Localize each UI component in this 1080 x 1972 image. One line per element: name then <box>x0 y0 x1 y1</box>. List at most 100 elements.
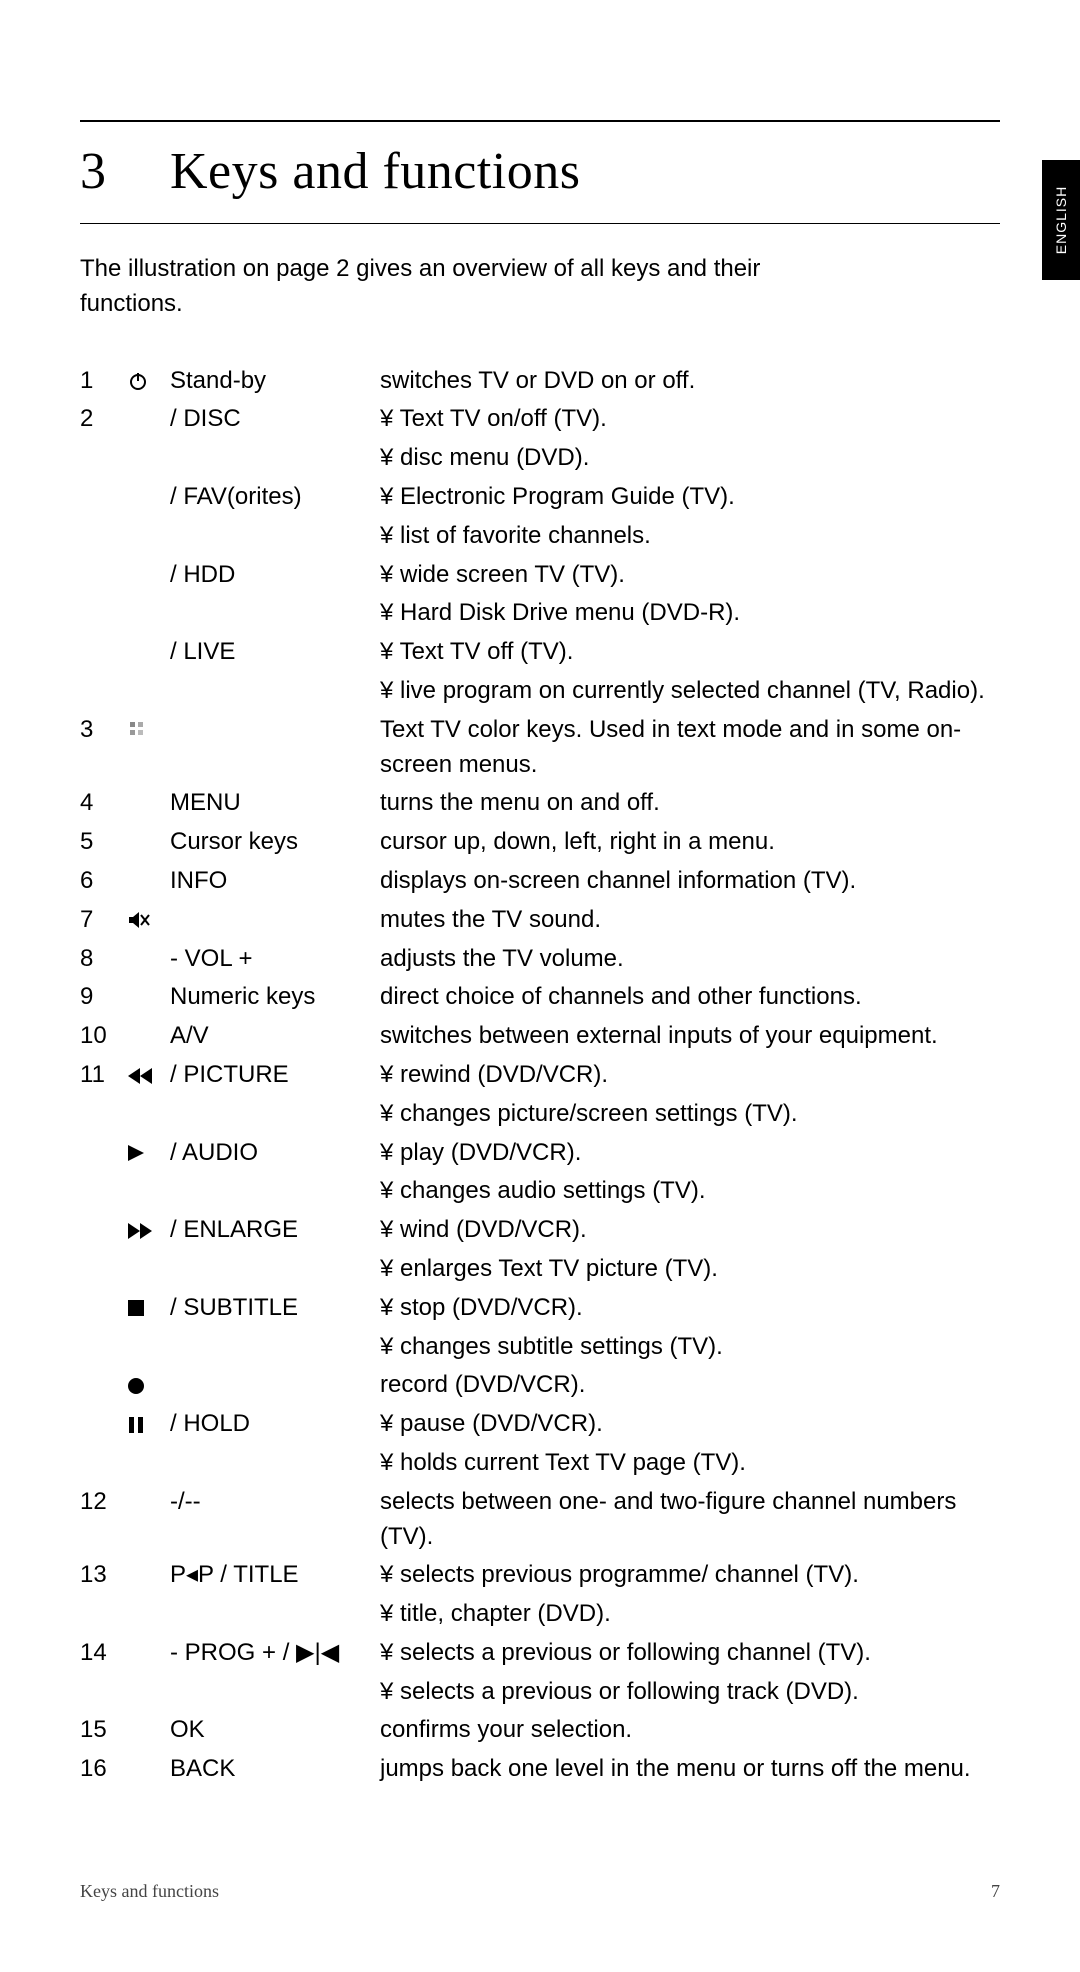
key-description: ¥ selects a previous or following track … <box>380 1673 1000 1712</box>
key-number <box>80 1289 128 1328</box>
table-row: / LIVE¥ Text TV off (TV). <box>80 633 1000 672</box>
key-number <box>80 1673 128 1712</box>
key-label: BACK <box>170 1750 380 1789</box>
key-description: ¥ selects previous programme/ channel (T… <box>380 1556 1000 1595</box>
key-description: direct choice of channels and other func… <box>380 978 1000 1017</box>
table-row: ¥ Hard Disk Drive menu (DVD-R). <box>80 594 1000 633</box>
key-number: 10 <box>80 1017 128 1056</box>
table-row: ¥ selects a previous or following track … <box>80 1673 1000 1712</box>
key-description: ¥ enlarges Text TV picture (TV). <box>380 1250 1000 1289</box>
top-rule <box>80 120 1000 122</box>
play-icon <box>128 1134 170 1173</box>
table-row: 13P◂P / TITLE¥ selects previous programm… <box>80 1556 1000 1595</box>
key-number <box>80 1595 128 1634</box>
heading-rule <box>80 223 1000 224</box>
key-label <box>170 1366 380 1405</box>
language-tab: ENGLISH <box>1042 160 1080 280</box>
table-row: 14- PROG + / ▶|◀¥ selects a previous or … <box>80 1634 1000 1673</box>
table-row: 9Numeric keysdirect choice of channels a… <box>80 978 1000 1017</box>
key-description: ¥ title, chapter (DVD). <box>380 1595 1000 1634</box>
key-label: / PICTURE <box>170 1056 380 1095</box>
icon-cell <box>128 478 170 517</box>
key-number <box>80 1250 128 1289</box>
language-tab-label: ENGLISH <box>1053 186 1069 254</box>
key-description: ¥ stop (DVD/VCR). <box>380 1289 1000 1328</box>
key-number <box>80 439 128 478</box>
key-number: 6 <box>80 862 128 901</box>
table-row: ¥ title, chapter (DVD). <box>80 1595 1000 1634</box>
footer-page-number: 7 <box>991 1881 1000 1902</box>
key-description: ¥ live program on currently selected cha… <box>380 672 1000 711</box>
key-number <box>80 1405 128 1444</box>
manual-page: ENGLISH 3Keys and functions The illustra… <box>0 0 1080 1972</box>
key-number <box>80 633 128 672</box>
key-description: ¥ wide screen TV (TV). <box>380 556 1000 595</box>
key-description: turns the menu on and off. <box>380 784 1000 823</box>
chapter-heading: 3Keys and functions <box>80 142 1000 201</box>
key-number: 15 <box>80 1711 128 1750</box>
table-row: ¥ changes subtitle settings (TV). <box>80 1328 1000 1367</box>
key-description: ¥ changes picture/screen settings (TV). <box>380 1095 1000 1134</box>
key-number: 4 <box>80 784 128 823</box>
key-number <box>80 594 128 633</box>
key-label <box>170 1444 380 1483</box>
key-label: Stand-by <box>170 362 380 401</box>
table-row: 7mutes the TV sound. <box>80 901 1000 940</box>
key-label <box>170 901 380 940</box>
key-number: 13 <box>80 1556 128 1595</box>
intro-text: The illustration on page 2 gives an over… <box>80 252 860 322</box>
table-row: 3Text TV color keys. Used in text mode a… <box>80 711 1000 785</box>
table-row: / ENLARGE¥ wind (DVD/VCR). <box>80 1211 1000 1250</box>
icon-cell <box>128 594 170 633</box>
key-description: cursor up, down, left, right in a menu. <box>380 823 1000 862</box>
icon-cell <box>128 1483 170 1557</box>
table-row: 4MENUturns the menu on and off. <box>80 784 1000 823</box>
key-number <box>80 1172 128 1211</box>
key-label: - PROG + / ▶|◀ <box>170 1634 380 1673</box>
key-number <box>80 478 128 517</box>
key-label <box>170 517 380 556</box>
table-row: 16BACKjumps back one level in the menu o… <box>80 1750 1000 1789</box>
key-number: 16 <box>80 1750 128 1789</box>
table-row: ¥ changes audio settings (TV). <box>80 1172 1000 1211</box>
key-description: ¥ changes audio settings (TV). <box>380 1172 1000 1211</box>
icon-cell <box>128 672 170 711</box>
key-description: ¥ Text TV off (TV). <box>380 633 1000 672</box>
table-row: 5Cursor keyscursor up, down, left, right… <box>80 823 1000 862</box>
icon-cell <box>128 1750 170 1789</box>
footer-left: Keys and functions <box>80 1881 219 1902</box>
key-label <box>170 1673 380 1712</box>
key-description: mutes the TV sound. <box>380 901 1000 940</box>
key-label: / SUBTITLE <box>170 1289 380 1328</box>
key-description: ¥ pause (DVD/VCR). <box>380 1405 1000 1444</box>
table-row: 6INFOdisplays on-screen channel informat… <box>80 862 1000 901</box>
table-row: / FAV(orites)¥ Electronic Program Guide … <box>80 478 1000 517</box>
colorkeys-icon <box>128 711 170 785</box>
key-label: Numeric keys <box>170 978 380 1017</box>
key-description: ¥ holds current Text TV page (TV). <box>380 1444 1000 1483</box>
key-number: 2 <box>80 400 128 439</box>
key-number: 8 <box>80 940 128 979</box>
key-description: ¥ changes subtitle settings (TV). <box>380 1328 1000 1367</box>
key-label <box>170 711 380 785</box>
key-label: INFO <box>170 862 380 901</box>
key-label: / FAV(orites) <box>170 478 380 517</box>
table-row: / SUBTITLE¥ stop (DVD/VCR). <box>80 1289 1000 1328</box>
table-row: 8- VOL +adjusts the TV volume. <box>80 940 1000 979</box>
stop-icon <box>128 1289 170 1328</box>
key-description: ¥ Hard Disk Drive menu (DVD-R). <box>380 594 1000 633</box>
table-row: 2 / DISC¥ Text TV on/off (TV). <box>80 400 1000 439</box>
keys-table: 1Stand-byswitches TV or DVD on or off.2 … <box>80 362 1000 1789</box>
key-label <box>170 1172 380 1211</box>
key-description: record (DVD/VCR). <box>380 1366 1000 1405</box>
icon-cell <box>128 1328 170 1367</box>
key-description: Text TV color keys. Used in text mode an… <box>380 711 1000 785</box>
key-description: switches between external inputs of your… <box>380 1017 1000 1056</box>
table-row: ¥ disc menu (DVD). <box>80 439 1000 478</box>
key-number <box>80 1095 128 1134</box>
record-icon <box>128 1366 170 1405</box>
key-number <box>80 672 128 711</box>
key-number <box>80 556 128 595</box>
table-row: ¥ list of favorite channels. <box>80 517 1000 556</box>
icon-cell <box>128 1634 170 1673</box>
